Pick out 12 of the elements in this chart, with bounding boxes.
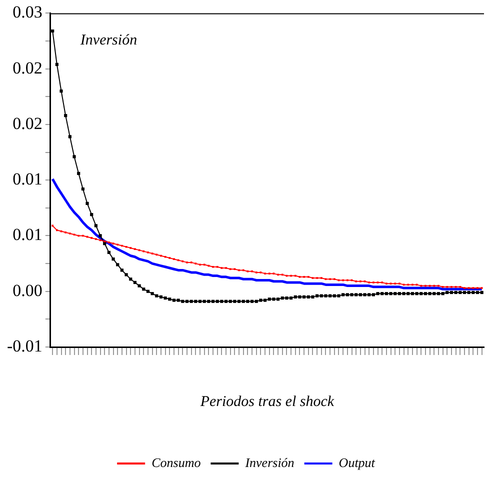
- y-tick-label: 0.03: [12, 2, 42, 22]
- x-axis-title: Periodos tras el shock: [199, 394, 334, 410]
- y-tick-label: -0.01: [6, 336, 42, 356]
- y-tick-label: 0.00: [12, 280, 42, 300]
- legend-label: Output: [338, 454, 376, 470]
- annotation: Inversión: [79, 32, 138, 49]
- y-tick-label: 0.02: [12, 114, 42, 133]
- legend-label: Consumo: [152, 454, 202, 470]
- legend-label: Inversión: [244, 454, 294, 470]
- y-tick-label: 0.01: [12, 170, 42, 189]
- y-tick-label: 0.02: [12, 58, 42, 78]
- y-tick-label: 0.01: [12, 225, 42, 244]
